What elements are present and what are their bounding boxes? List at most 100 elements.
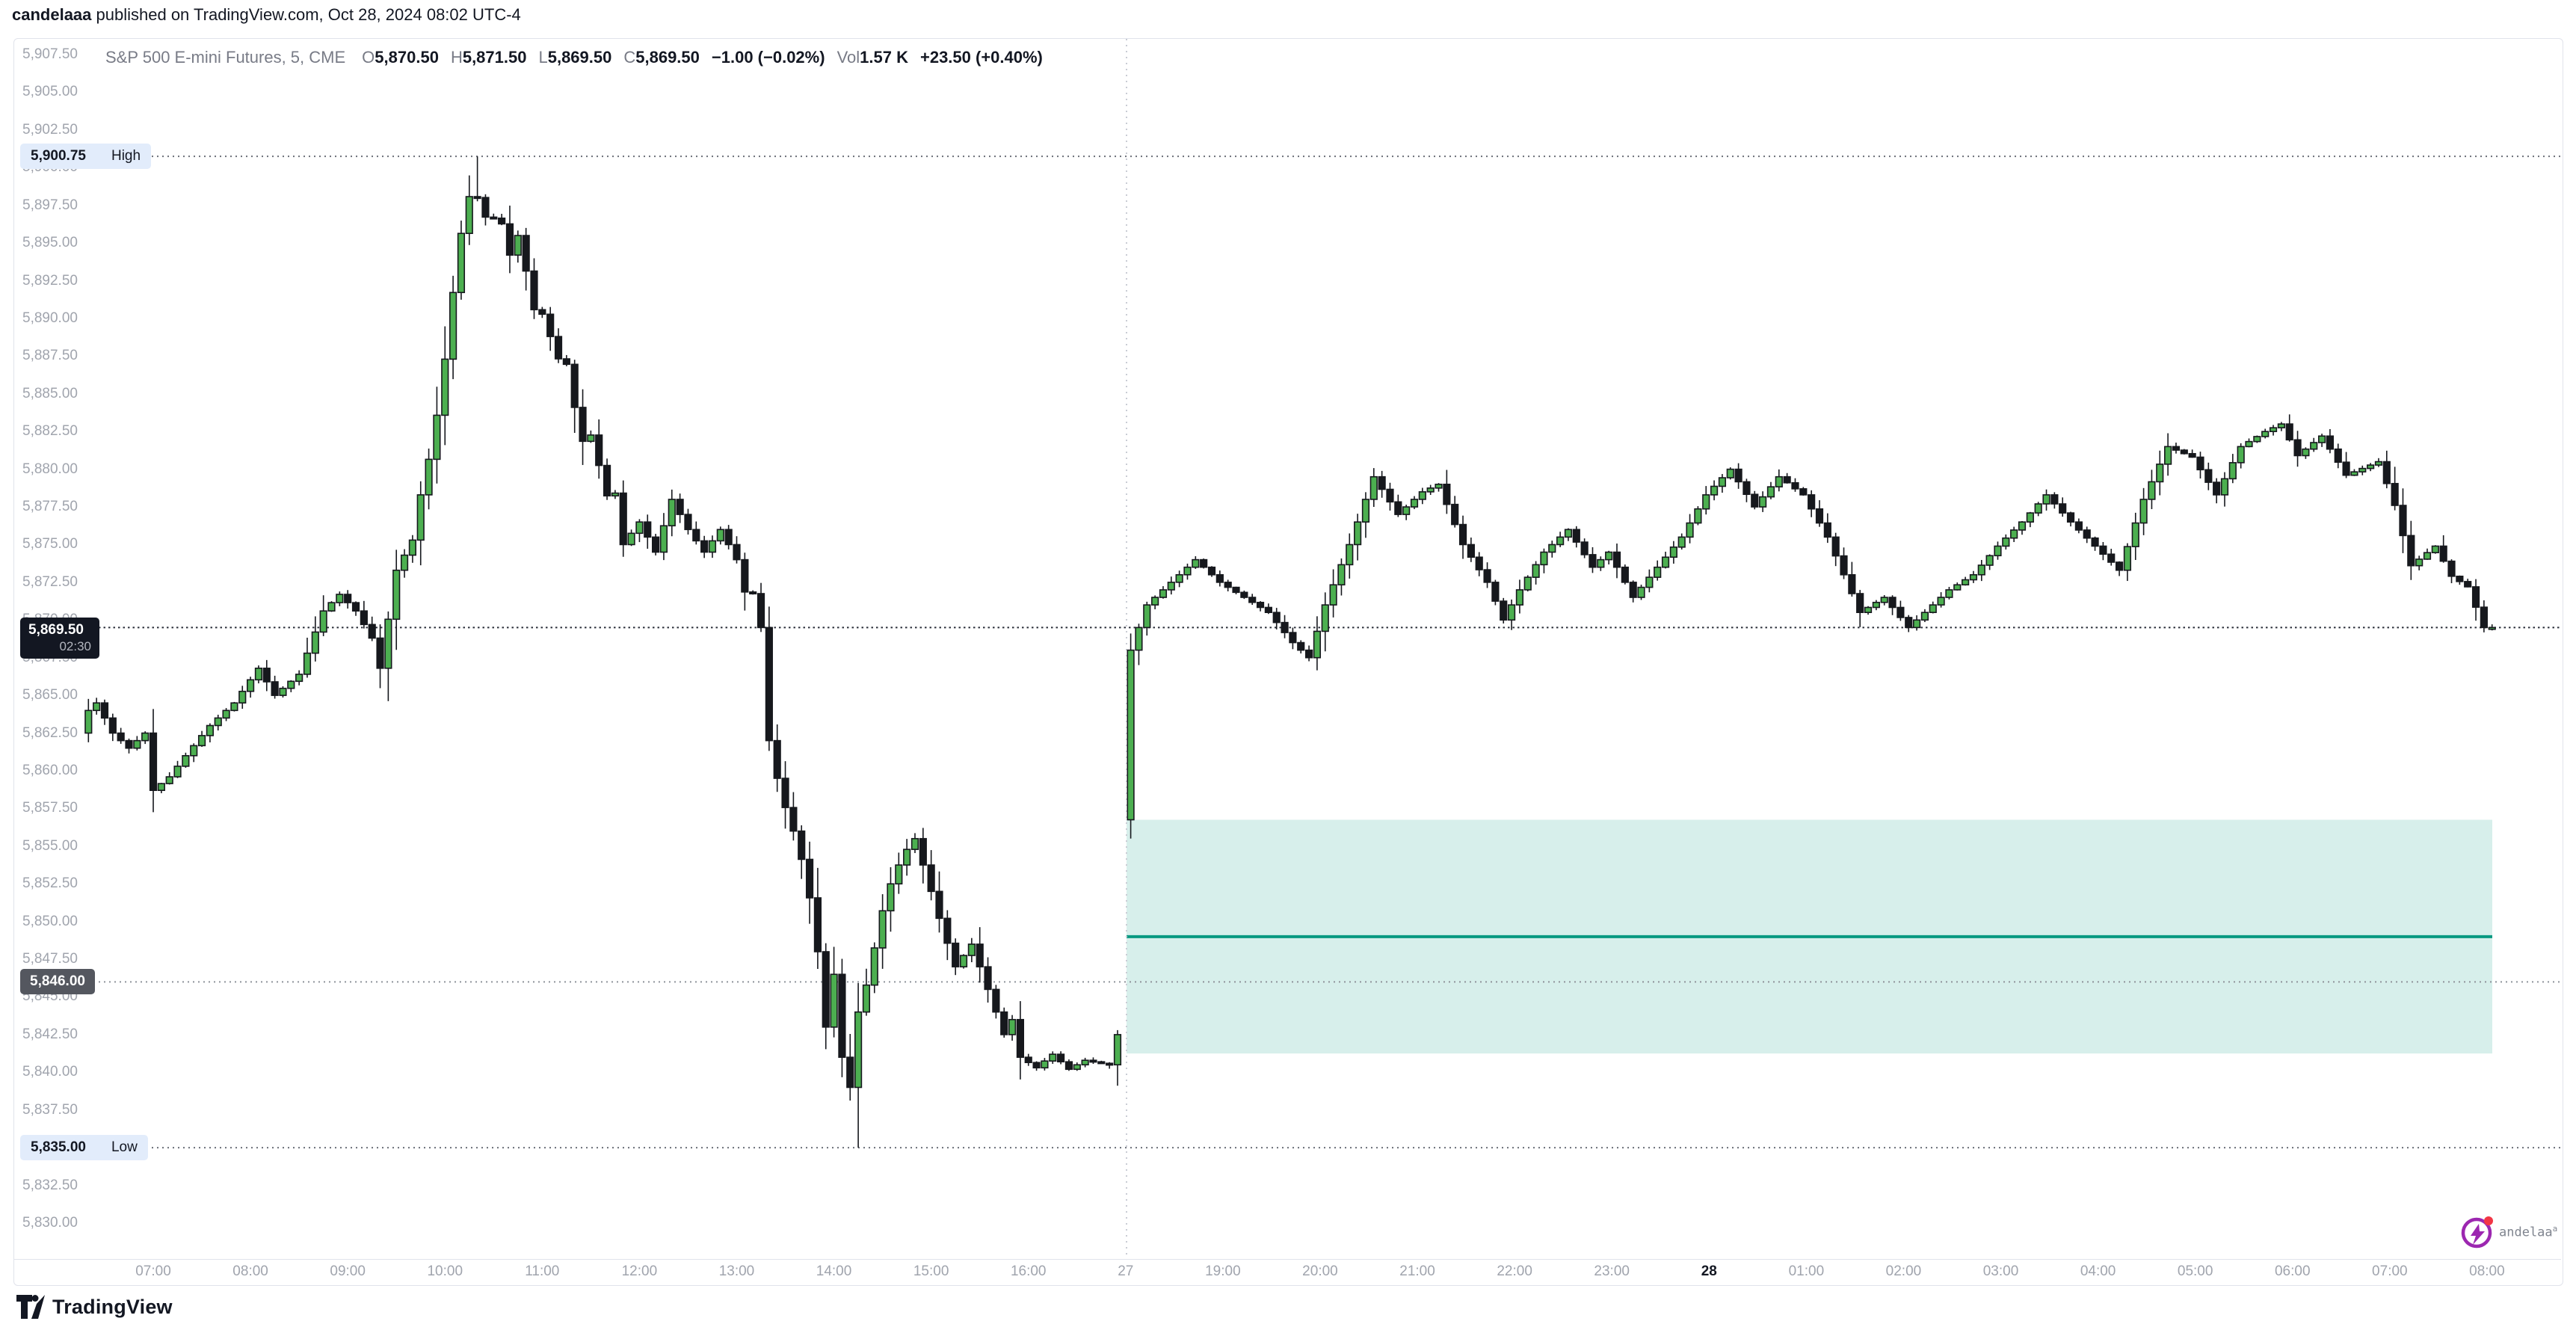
candle-body [1726,468,1734,478]
candle-body [1232,586,1240,594]
candle-body [2002,537,2010,547]
candle-body [1994,545,2002,557]
candle-body [1240,591,1248,598]
candle-body [1945,589,1953,598]
candle-body [222,709,230,719]
price-label: 5,880.00 [22,461,78,477]
candle-body [1272,612,1281,624]
author-watermark: andelaaa [2459,1214,2557,1250]
candle-body [1378,475,1386,490]
candle-body [1645,576,1654,588]
candle-body [1532,564,1540,578]
tradingview-wordmark[interactable]: TradingView [52,1295,173,1318]
candle-body [1106,1062,1114,1066]
candle-body [2415,558,2424,567]
candle-body [700,540,709,553]
candle-body [1081,1059,1089,1066]
candle-body [400,554,409,571]
candle-body [206,724,215,736]
candle-body [1089,1059,1097,1063]
candle-body [2237,446,2245,464]
candle-body [1783,475,1791,484]
candle-body [368,624,376,639]
candle-body [514,235,522,256]
candle-body [287,680,295,689]
price-label: 5,885.00 [22,385,78,401]
candle-body [449,292,457,360]
candle-body [1394,501,1402,515]
candelaaa-logo-icon [2461,1216,2493,1249]
ohlc-open: O5,870.50 [362,48,439,67]
candle-body [611,492,619,497]
candle-body [2220,478,2229,496]
candle-body [433,414,441,461]
candle-body [830,973,838,1028]
candle-body [1361,499,1370,523]
candle-body [546,313,555,337]
time-axis-separator [14,1259,2561,1260]
price-label: 5,832.50 [22,1177,78,1193]
chart-card [13,38,2563,1286]
candle-body [2034,503,2042,514]
candle-body [441,358,449,416]
candle-body [773,739,781,779]
candle-body [473,196,481,200]
last-price-badge: 5,869.50 02:30 [20,618,99,659]
candle-body [1548,544,1556,553]
candle-body [197,735,206,747]
time-label: 27 [1118,1263,1134,1279]
tradingview-logo-icon[interactable] [16,1295,45,1319]
candle-body [1491,582,1500,602]
price-label: 5,875.00 [22,536,78,552]
price-label: 5,905.00 [22,84,78,100]
price-label: 5,830.00 [22,1215,78,1231]
candle-body [757,593,765,629]
candle-body [1386,488,1394,503]
candle-body [214,717,222,727]
candle-body [822,951,830,1028]
candle-body [303,652,312,675]
candle-body [522,235,530,272]
candle-body [1823,522,1831,538]
time-label: 08:00 [2469,1263,2505,1279]
candle-body [1057,1053,1065,1063]
candle-body [271,681,279,696]
candle-body [692,529,700,542]
candle-body [2391,482,2399,506]
candle-body [927,864,935,893]
candle-body [2277,423,2285,428]
candle-body [2447,560,2456,577]
price-label: 5,882.50 [22,423,78,440]
candle-body [481,197,490,218]
candle-body [862,984,871,1013]
candle-body [1929,604,1937,614]
price-label: 5,892.50 [22,272,78,289]
time-label: 13:00 [718,1263,755,1279]
symbol-legend: S&P 500 E-mini Futures, 5, CME O5,870.50… [105,48,1043,67]
price-label: 5,855.00 [22,837,78,854]
change-value: −1.00 (−0.02%) [711,48,825,67]
candle-body [1224,582,1232,588]
high-price-badge: 5,900.75 High [20,144,152,170]
candle-body [2285,423,2293,441]
candle-body [2253,436,2261,443]
candle-body [1281,621,1289,633]
ohlc-close: C5,869.50 [623,48,700,67]
candle-body [125,739,133,749]
candle-body [2228,462,2237,480]
price-label: 5,852.50 [22,875,78,892]
candle-body [1840,555,1848,576]
candle-body [1143,604,1151,629]
candle-body [1313,630,1322,659]
candle-body [295,674,303,683]
candle-body [530,270,538,311]
level-price-badge: 5,846.00 [20,969,95,995]
candle-body [765,627,773,742]
candle-body [1734,468,1743,483]
candle-body [587,434,595,443]
price-label: 5,897.50 [22,197,78,213]
candle-body [1556,536,1565,546]
candle-body [1256,601,1265,609]
candle-body [1831,536,1840,557]
